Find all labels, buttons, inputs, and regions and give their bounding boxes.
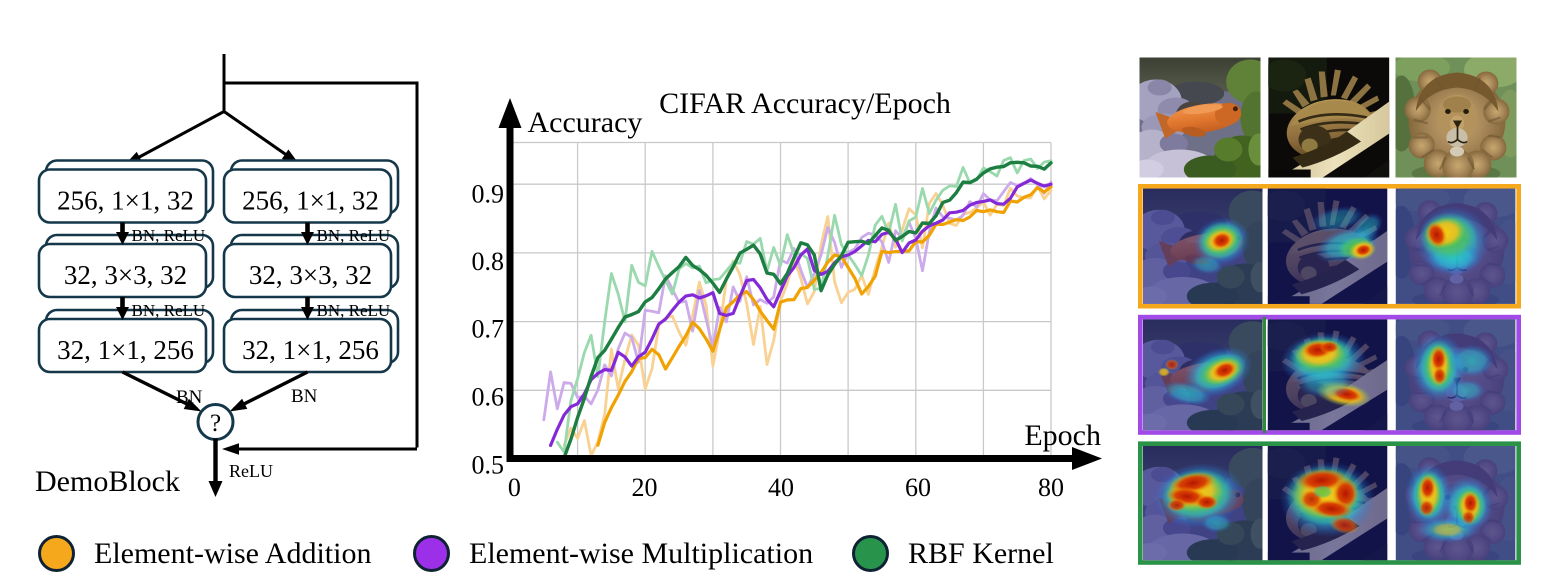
svg-text:0.8: 0.8 xyxy=(472,247,505,276)
svg-text:Element-wise Addition: Element-wise Addition xyxy=(94,537,371,570)
svg-text:ReLU: ReLU xyxy=(229,461,273,481)
svg-text:32, 3×3, 32: 32, 3×3, 32 xyxy=(64,260,187,290)
svg-text:BN: BN xyxy=(291,386,318,407)
svg-text:Accuracy: Accuracy xyxy=(528,106,643,139)
svg-text:256, 1×1, 32: 256, 1×1, 32 xyxy=(242,186,379,216)
svg-text:0.9: 0.9 xyxy=(472,180,505,209)
svg-text:Element-wise Multiplication: Element-wise Multiplication xyxy=(469,537,813,570)
svg-text:BN, ReLU: BN, ReLU xyxy=(317,301,391,320)
svg-text:40: 40 xyxy=(768,473,794,502)
svg-text:BN, ReLU: BN, ReLU xyxy=(317,226,391,245)
svg-text:Epoch: Epoch xyxy=(1024,419,1101,452)
svg-text:20: 20 xyxy=(632,473,658,502)
svg-text:32, 1×1, 256: 32, 1×1, 256 xyxy=(57,335,194,365)
svg-text:0.6: 0.6 xyxy=(472,383,505,412)
svg-text:80: 80 xyxy=(1038,473,1064,502)
svg-text:?: ? xyxy=(210,410,221,437)
svg-text:BN, ReLU: BN, ReLU xyxy=(132,226,206,245)
svg-text:256, 1×1, 32: 256, 1×1, 32 xyxy=(57,186,194,216)
svg-text:RBF Kernel: RBF Kernel xyxy=(908,537,1054,570)
svg-text:BN, ReLU: BN, ReLU xyxy=(132,301,206,320)
svg-text:BN: BN xyxy=(176,387,203,408)
svg-text:CIFAR Accuracy/Epoch: CIFAR Accuracy/Epoch xyxy=(659,87,951,120)
svg-text:32, 1×1, 256: 32, 1×1, 256 xyxy=(242,335,379,365)
svg-text:DemoBlock: DemoBlock xyxy=(35,465,180,498)
svg-text:0.7: 0.7 xyxy=(472,315,505,344)
svg-text:0.5: 0.5 xyxy=(472,451,505,480)
svg-text:0: 0 xyxy=(508,473,521,502)
svg-text:32, 3×3, 32: 32, 3×3, 32 xyxy=(249,260,372,290)
svg-text:60: 60 xyxy=(905,473,931,502)
